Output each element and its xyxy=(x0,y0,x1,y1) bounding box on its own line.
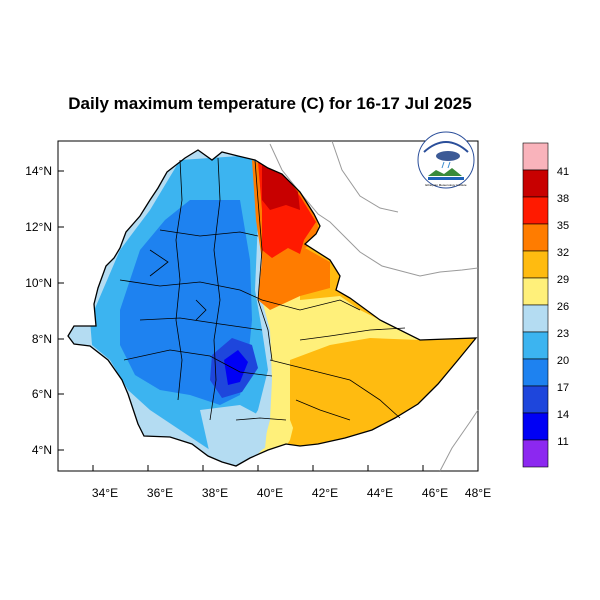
y-tick-label: 4°N xyxy=(32,443,52,457)
x-axis-ticks xyxy=(92,465,479,471)
x-tick-label: 38°E xyxy=(202,486,228,500)
colorbar-swatch xyxy=(522,223,549,252)
colorbar-label: 38 xyxy=(557,193,569,205)
y-axis-ticks xyxy=(58,170,64,451)
colorbar-label: 20 xyxy=(557,355,569,367)
colorbar-swatch xyxy=(522,412,549,441)
x-tick-label: 34°E xyxy=(92,486,118,500)
colorbar-swatch xyxy=(522,358,549,387)
x-tick-label: 40°E xyxy=(257,486,283,500)
x-tick-label: 46°E xyxy=(422,486,448,500)
x-tick-label: 42°E xyxy=(312,486,338,500)
colorbar-swatch xyxy=(522,169,549,198)
colorbar-label: 41 xyxy=(557,166,569,178)
colorbar-label: 17 xyxy=(557,382,569,394)
colorbar-label: 29 xyxy=(557,274,569,286)
colorbar-label: 26 xyxy=(557,301,569,313)
colorbar-label: 23 xyxy=(557,328,569,340)
ethiopian-meteorology-institute-logo: Ethiopian Meteorology Institute xyxy=(417,131,475,189)
colorbar-swatch xyxy=(522,250,549,279)
y-tick-label: 6°N xyxy=(32,387,52,401)
admin-borders xyxy=(119,157,406,421)
colorbar-swatch xyxy=(522,196,549,225)
colorbar-swatch xyxy=(522,304,549,333)
y-tick-label: 8°N xyxy=(32,332,52,346)
y-tick-label: 14°N xyxy=(25,164,52,178)
y-tick-label: 10°N xyxy=(25,276,52,290)
x-tick-label: 36°E xyxy=(147,486,173,500)
logo-text: Ethiopian Meteorology Institute xyxy=(425,183,467,187)
colorbar xyxy=(522,142,549,468)
colorbar-label: 14 xyxy=(557,409,569,421)
colorbar-swatch xyxy=(522,142,549,171)
colorbar-swatch xyxy=(522,439,549,468)
colorbar-swatch xyxy=(522,385,549,414)
x-tick-label: 44°E xyxy=(367,486,393,500)
colorbar-swatch xyxy=(522,331,549,360)
colorbar-swatch xyxy=(522,277,549,306)
colorbar-label: 11 xyxy=(557,436,568,448)
x-tick-label: 48°E xyxy=(465,486,491,500)
map-title: Daily maximum temperature (C) for 16-17 … xyxy=(68,94,472,113)
y-tick-label: 12°N xyxy=(25,220,52,234)
colorbar-label: 32 xyxy=(557,247,569,259)
colorbar-label: 35 xyxy=(557,220,569,232)
